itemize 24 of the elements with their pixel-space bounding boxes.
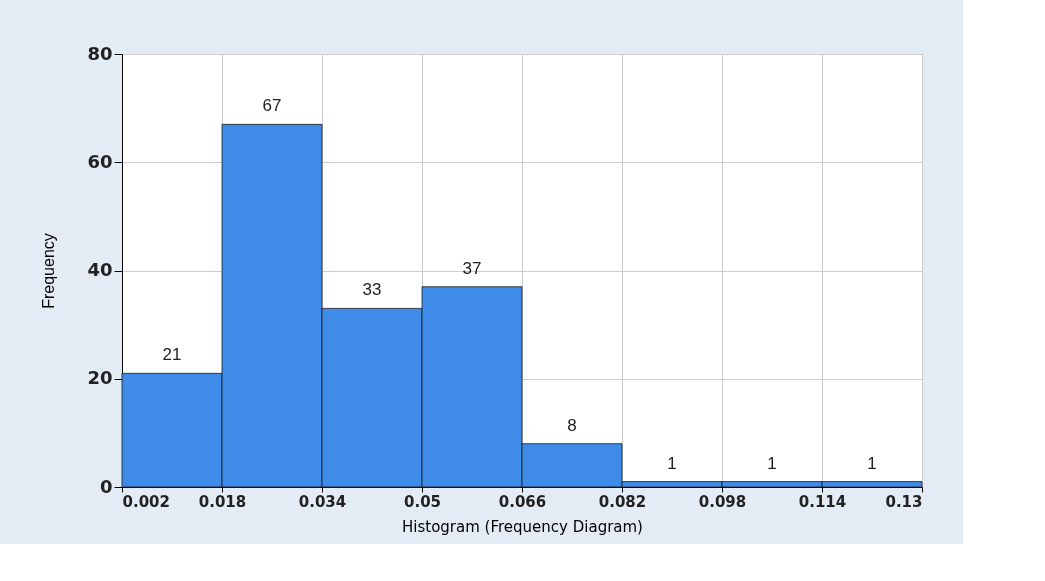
x-axis-title: Histogram (Frequency Diagram)	[402, 517, 643, 536]
data-label: 37	[462, 258, 482, 278]
y-tick-label: 60	[87, 150, 113, 172]
x-tick-label: 0.098	[698, 492, 747, 511]
data-label: 33	[362, 280, 382, 300]
data-label: 1	[767, 453, 777, 473]
data-label: 67	[262, 96, 282, 116]
x-tick-label: 0.018	[198, 492, 247, 511]
x-tick-label: 0.05	[403, 492, 442, 511]
x-tick-label: 0.13	[885, 492, 923, 511]
y-axis-title: Frequency	[40, 233, 58, 309]
data-label: 21	[162, 345, 182, 365]
x-tick-label: 0.002	[122, 492, 170, 511]
y-tick-label: 20	[87, 367, 113, 389]
data-label: 8	[567, 415, 577, 435]
x-tick-label: 0.082	[598, 492, 647, 511]
x-tick-label: 0.114	[798, 492, 847, 511]
y-tick-label: 80	[87, 42, 113, 64]
data-label: 1	[867, 453, 877, 473]
data-label: 1	[667, 453, 677, 473]
y-tick-label: 40	[87, 259, 113, 280]
y-tick-label: 0	[99, 475, 113, 497]
x-tick-label: 0.034	[298, 492, 347, 511]
x-tick-label: 0.066	[498, 492, 547, 511]
